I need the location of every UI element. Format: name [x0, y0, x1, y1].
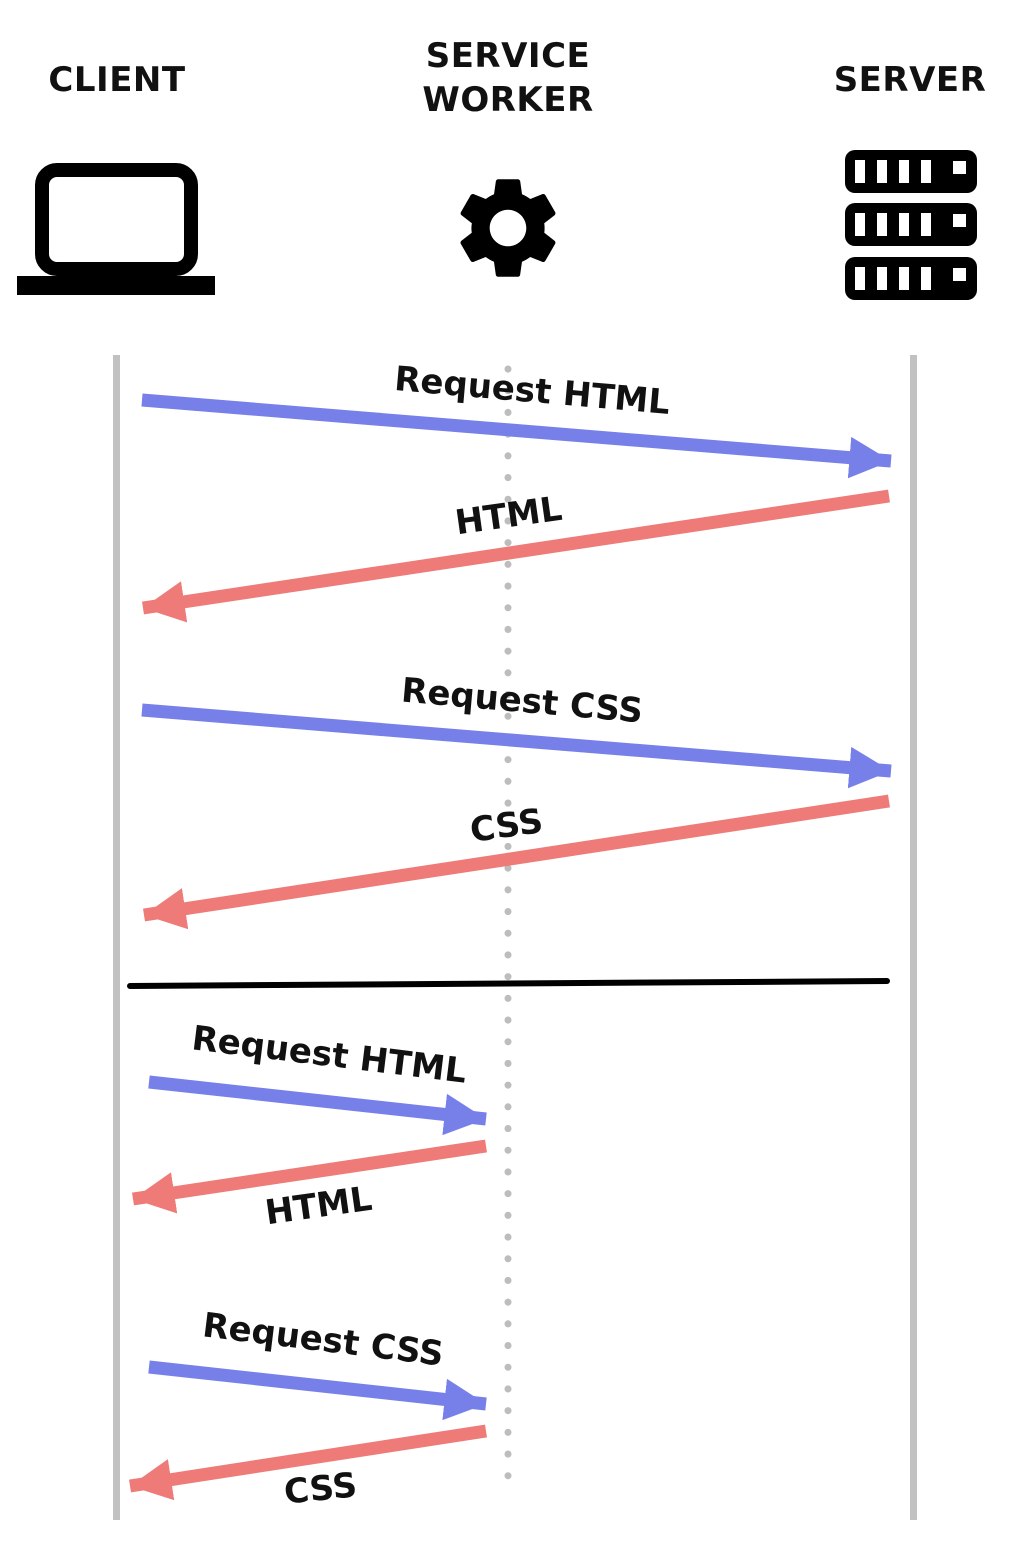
actor-server-label: SERVER: [833, 60, 987, 100]
before-after-divider: [127, 978, 890, 989]
server-icon: [845, 150, 977, 300]
arrow-request-html-2: [148, 1075, 487, 1136]
actor-service-worker-label-line1: SERVICE: [425, 36, 591, 76]
arrow-response-html-2: [132, 1139, 487, 1214]
arrow-response-css-2: [129, 1424, 487, 1501]
laptop-base: [17, 276, 215, 295]
actor-service-worker-label-line2: WORKER: [422, 80, 594, 120]
server-lifeline: [910, 355, 917, 1520]
client-lifeline: [113, 355, 120, 1520]
arrow-response-html-1: [142, 489, 890, 623]
arrow-request-html-1: [141, 393, 892, 479]
laptop-screen: [35, 163, 198, 276]
arrow-response-css-1: [143, 794, 890, 930]
gear-icon: [460, 179, 556, 277]
arrow-request-css-1: [141, 703, 892, 789]
arrow-request-css-2: [148, 1360, 487, 1421]
laptop-icon: [17, 161, 215, 295]
actor-client-label: CLIENT: [48, 60, 186, 100]
message-label: CSS: [282, 1465, 359, 1513]
actor-service-worker-label: SERVICE WORKER: [394, 34, 622, 122]
